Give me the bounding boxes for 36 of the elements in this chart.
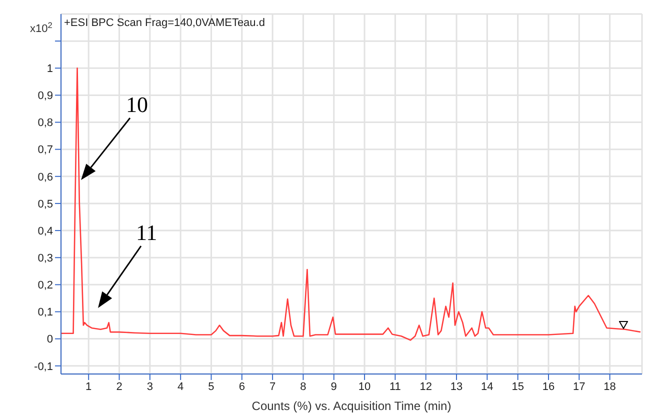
x-axis-title: Counts (%) vs. Acquisition Time (min) [252, 399, 452, 413]
line-series [61, 67, 642, 341]
x-tick-label: 8 [300, 380, 306, 393]
x-tick-label: 3 [146, 380, 153, 393]
annotation: 10 [126, 92, 148, 118]
y-tick-label: 0,4 [38, 225, 53, 238]
x-tick-label: 7 [269, 380, 276, 393]
x-tick-label: 5 [208, 380, 214, 393]
y-tick-label: -0,1 [34, 360, 53, 373]
annotation: 11 [136, 220, 158, 246]
y-tick-label: 0 [46, 334, 53, 346]
y-tick-label: 0,9 [38, 90, 53, 102]
y-tick-label: 0,7 [38, 144, 53, 156]
x-tick-label: 15 [512, 380, 524, 393]
x-tick-label: 13 [450, 380, 463, 393]
y-tick-label: 1 [46, 63, 53, 76]
x-tick-label: 6 [238, 380, 245, 393]
y-tick-label: 0,1 [38, 306, 53, 319]
x-tick-label: 4 [178, 380, 184, 393]
y-tick-label: 0,8 [38, 117, 53, 130]
x-tick-label: 2 [116, 380, 122, 393]
y-axis-title: x10$^{2}$ [30, 20, 53, 35]
x-tick-label: 16 [542, 380, 555, 393]
x-tick-label: 12 [420, 380, 432, 393]
y-tick-label: 0,2 [38, 280, 53, 292]
y-tick-label: 0,3 [38, 252, 53, 265]
y-tick-label: 0,6 [38, 171, 53, 184]
x-tick-label: 10 [358, 380, 371, 393]
x-tick-label: 9 [330, 380, 337, 393]
x-tick-label: 18 [604, 380, 616, 393]
y-tick-label: 0,5 [38, 198, 53, 210]
x-tick-label: 17 [573, 380, 586, 393]
x-tick-label: 14 [481, 380, 494, 393]
chart-title: +ESI BPC Scan Frag=140,0VAMETeau.d [64, 17, 265, 29]
x-tick-label: 1 [86, 380, 92, 393]
x-tick-label: 11 [389, 380, 401, 393]
